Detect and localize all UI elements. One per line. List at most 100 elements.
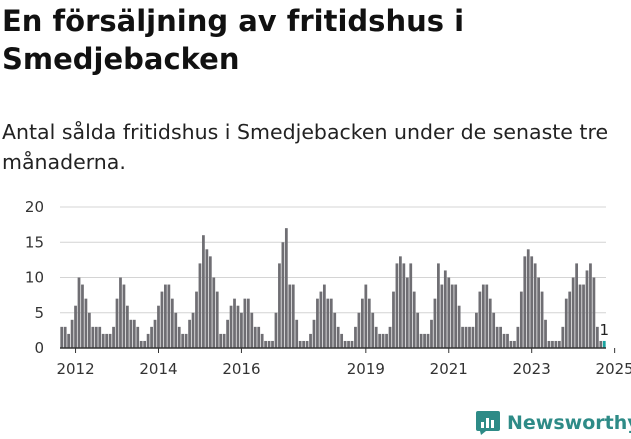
bar [305, 340, 309, 348]
bar [447, 277, 451, 348]
bar [440, 284, 444, 348]
bar [433, 298, 437, 348]
bar [226, 319, 229, 348]
bar [181, 333, 185, 348]
bar [129, 319, 133, 348]
x-tick-label: 2014 [139, 360, 177, 378]
bar [101, 333, 105, 348]
bar-chart: 0 5 10 15 20 2012 2014 2016 2019 2021 2023 2025 1 [25, 198, 631, 378]
bar [495, 326, 499, 348]
bar [516, 326, 520, 348]
bar [291, 284, 295, 348]
bar [208, 256, 212, 348]
bar [561, 326, 565, 348]
bar [485, 284, 489, 348]
y-tick-label: 15 [25, 233, 44, 251]
bar [526, 249, 530, 348]
bar [578, 284, 582, 348]
bar [530, 256, 534, 348]
bar [385, 333, 388, 348]
x-tick-label: 2012 [56, 360, 94, 378]
bar [60, 326, 64, 348]
bar [357, 312, 361, 348]
bar [229, 305, 233, 348]
bar [367, 298, 371, 348]
bar [592, 277, 596, 348]
bar [364, 284, 368, 348]
bar [354, 326, 357, 348]
bar [302, 340, 306, 348]
bar [160, 291, 164, 348]
bar [112, 326, 115, 348]
bar [426, 333, 430, 348]
bar [319, 291, 323, 348]
bar [316, 298, 319, 348]
bar [81, 284, 84, 348]
bar [419, 333, 423, 348]
bar [132, 319, 136, 348]
bar [257, 326, 261, 348]
bar [537, 277, 540, 348]
bar [509, 340, 513, 348]
bar [568, 291, 572, 348]
bar [139, 340, 143, 348]
x-tick-label: 2019 [347, 360, 385, 378]
bar [260, 333, 264, 348]
bar [450, 284, 454, 348]
bar [153, 319, 157, 348]
bar [150, 326, 153, 348]
bar [347, 340, 350, 348]
bar [374, 326, 378, 348]
bar [115, 298, 119, 348]
bar [430, 319, 433, 348]
y-tick-label: 5 [34, 304, 44, 322]
brand-name: Newsworthy [507, 412, 631, 434]
bar [412, 291, 416, 348]
bar [295, 319, 299, 348]
bar [212, 277, 216, 348]
bar [122, 284, 126, 348]
bar [250, 312, 254, 348]
bar [443, 270, 447, 348]
bar [395, 263, 399, 348]
bar [589, 263, 592, 348]
last-value-label: 1 [599, 321, 609, 339]
bar [350, 340, 354, 348]
bar [126, 305, 129, 348]
bar [575, 263, 579, 348]
bar [167, 284, 171, 348]
bar [198, 263, 202, 348]
bar [271, 340, 274, 348]
bar [599, 340, 603, 348]
bar [94, 326, 98, 348]
x-tick-label: 2023 [513, 360, 551, 378]
bar [502, 333, 506, 348]
bar [557, 340, 561, 348]
bar [288, 284, 292, 348]
bar [378, 333, 382, 348]
bar [388, 326, 392, 348]
bar [478, 291, 482, 348]
bar [246, 298, 250, 348]
y-tick-label: 10 [25, 269, 44, 287]
bar [105, 333, 109, 348]
bar [464, 326, 468, 348]
bar [87, 312, 91, 348]
bar [547, 340, 551, 348]
x-tick-label: 2021 [430, 360, 468, 378]
bar [243, 298, 247, 348]
bar [468, 326, 471, 348]
bar [423, 333, 426, 348]
bar [585, 270, 589, 348]
bar [91, 326, 95, 348]
bar [309, 333, 312, 348]
y-tick-label: 20 [25, 198, 44, 216]
bar [405, 277, 409, 348]
bar [278, 263, 281, 348]
bar [157, 305, 160, 348]
bar [136, 326, 140, 348]
bar [499, 326, 502, 348]
x-tick-label: 2016 [222, 360, 260, 378]
bar [360, 298, 364, 348]
bar [544, 319, 547, 348]
